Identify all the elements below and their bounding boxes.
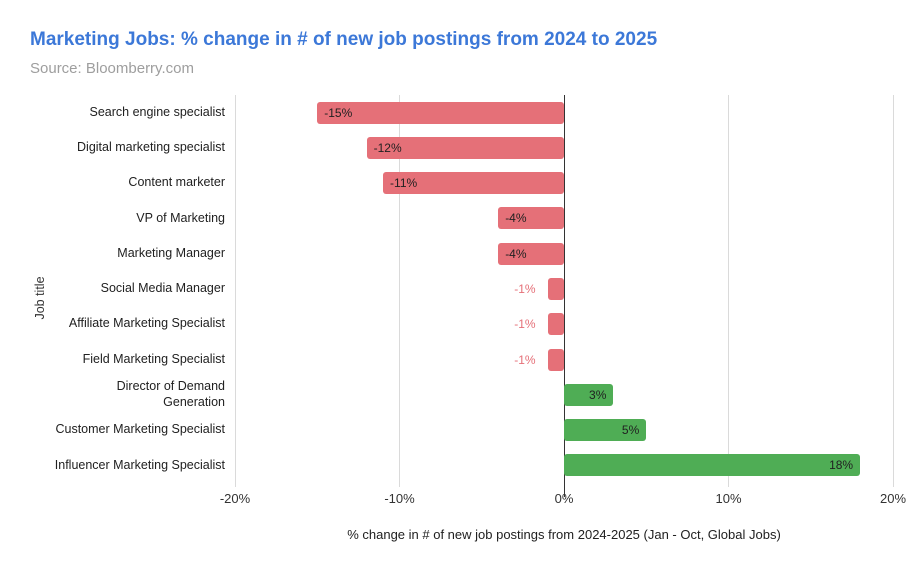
category-label: Social Media Manager bbox=[100, 281, 225, 296]
bar bbox=[383, 172, 564, 195]
bar-value-label: 3% bbox=[589, 387, 607, 402]
bar-value-label: -12% bbox=[373, 140, 402, 155]
gridline bbox=[728, 95, 729, 487]
bar bbox=[564, 383, 614, 406]
category-label: Affiliate Marketing Specialist bbox=[68, 316, 225, 331]
x-axis-title: % change in # of new job postings from 2… bbox=[347, 527, 781, 542]
bar-value-label: -1% bbox=[514, 317, 536, 332]
gridline bbox=[234, 95, 236, 487]
category-label: Marketing Manager bbox=[117, 245, 225, 260]
bar-value-label: -4% bbox=[505, 211, 527, 226]
bar-value-label: 5% bbox=[621, 423, 640, 438]
category-label: Search engine specialist bbox=[89, 104, 226, 119]
category-label: VP of Marketing bbox=[136, 210, 225, 225]
category-label: Director of Demand Generation bbox=[116, 379, 225, 409]
x-tick-label: 20% bbox=[879, 491, 907, 506]
bar-value-label: -1% bbox=[514, 352, 536, 367]
x-tick-label: 0% bbox=[554, 491, 574, 506]
bar bbox=[498, 242, 564, 265]
gridline bbox=[892, 95, 894, 487]
bar bbox=[547, 348, 564, 371]
bar bbox=[366, 136, 564, 159]
category-label: Field Marketing Specialist bbox=[82, 351, 225, 366]
bar bbox=[498, 207, 564, 230]
bar-value-label: -15% bbox=[324, 105, 353, 120]
bar-value-label: -11% bbox=[390, 176, 418, 191]
bar-value-label: -1% bbox=[514, 282, 536, 296]
bar bbox=[547, 278, 564, 300]
category-label: Content marketer bbox=[128, 175, 225, 190]
bar-value-label: 18% bbox=[829, 458, 854, 473]
zero-axis-line bbox=[563, 95, 565, 497]
category-label: Influencer Marketing Specialist bbox=[54, 457, 225, 472]
category-label: Digital marketing specialist bbox=[77, 140, 225, 155]
x-tick-label: -10% bbox=[384, 491, 415, 506]
bar bbox=[564, 454, 861, 477]
bar bbox=[547, 313, 564, 336]
bar-value-label: -4% bbox=[505, 246, 527, 261]
bar bbox=[317, 101, 564, 124]
gridline bbox=[399, 95, 400, 487]
x-tick-label: -20% bbox=[219, 491, 251, 506]
chart-title: Marketing Jobs: % change in # of new job… bbox=[30, 29, 658, 50]
category-label: Customer Marketing Specialist bbox=[55, 422, 225, 437]
y-axis-title: Job title bbox=[33, 276, 47, 320]
x-tick-label: 10% bbox=[715, 491, 742, 506]
chart-source: Source: Bloomberry.com bbox=[30, 60, 194, 77]
bar bbox=[564, 419, 647, 442]
